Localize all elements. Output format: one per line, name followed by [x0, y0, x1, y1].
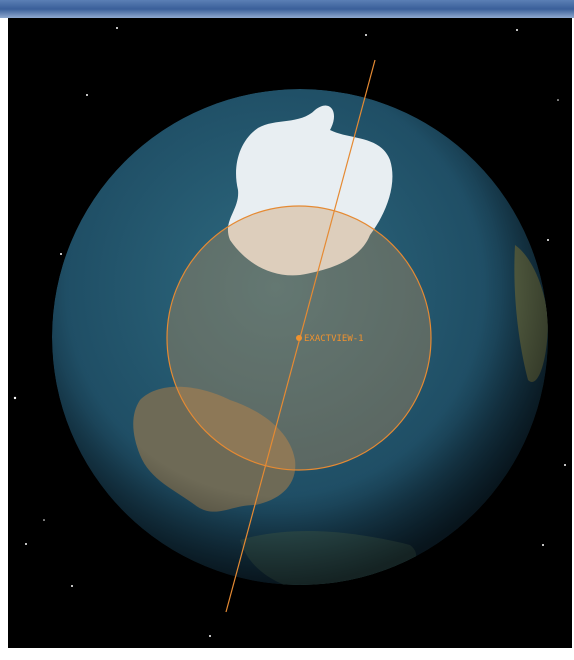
satellite-label: EXACTVIEW-1	[304, 334, 364, 344]
satellite-marker[interactable]	[296, 335, 302, 341]
title-bar	[0, 0, 574, 18]
stars	[13, 27, 566, 637]
